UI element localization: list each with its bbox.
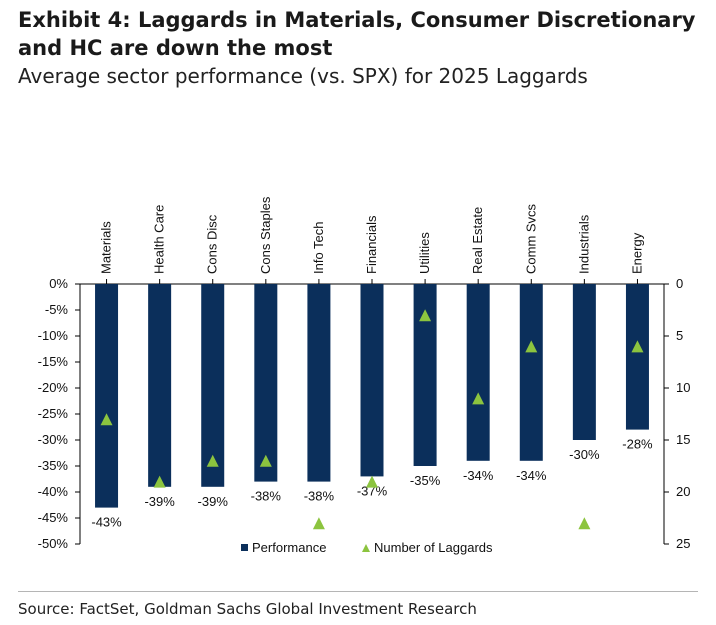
performance-bar	[254, 284, 278, 482]
performance-data-label: -35%	[410, 473, 441, 488]
category-label: Utilities	[417, 232, 432, 274]
left-axis-tick-label: -10%	[38, 328, 69, 343]
left-axis-tick-label: -50%	[38, 536, 69, 551]
laggards-marker	[312, 517, 325, 530]
performance-data-label: -34%	[516, 468, 547, 483]
category-label: Industrials	[576, 214, 591, 274]
category-label: Info Tech	[311, 221, 326, 274]
left-axis-tick-label: -15%	[38, 354, 69, 369]
legend-swatch-performance	[241, 544, 248, 551]
right-axis-tick-label: 20	[676, 484, 690, 499]
category-label: Real Estate	[470, 207, 485, 274]
footer-divider	[18, 591, 698, 592]
laggards-marker	[419, 309, 432, 322]
chart-subtitle: Average sector performance (vs. SPX) for…	[18, 64, 588, 88]
right-axis-tick-label: 0	[676, 276, 683, 291]
category-label: Cons Disc	[205, 214, 220, 274]
performance-data-label: -28%	[622, 437, 653, 452]
performance-data-label: -39%	[144, 494, 175, 509]
laggards-marker	[153, 475, 166, 488]
legend-label-performance: Performance	[252, 540, 326, 555]
performance-bar	[572, 284, 596, 440]
laggards-marker	[366, 475, 378, 488]
left-axis-tick-label: -20%	[38, 380, 69, 395]
performance-bar	[201, 284, 225, 487]
performance-data-label: -39%	[198, 494, 229, 509]
category-label: Energy	[629, 232, 644, 274]
left-axis-tick-label: -5%	[45, 302, 69, 317]
performance-data-label: -38%	[304, 489, 335, 504]
performance-data-label: -37%	[357, 483, 388, 498]
category-label: Health Care	[152, 205, 167, 274]
performance-data-label: -30%	[569, 447, 600, 462]
left-axis-tick-label: -40%	[38, 484, 69, 499]
category-label: Materials	[99, 221, 114, 274]
laggards-marker	[206, 454, 219, 467]
bar-chart: 0% -5% -10% -15% -20% -25% -30% -35% -40% -45% -50…	[38, 196, 691, 555]
performance-bar	[307, 284, 331, 482]
performance-data-label: -34%	[463, 468, 494, 483]
source-note: Source: FactSet, Goldman Sachs Global In…	[18, 600, 477, 618]
performance-bar	[466, 284, 490, 461]
left-axis-tick-label: -45%	[38, 510, 69, 525]
performance-bar	[148, 284, 172, 487]
category-label: Cons Staples	[258, 196, 273, 274]
left-axis-tick-label: 0%	[49, 276, 68, 291]
legend-label-laggards: Number of Laggards	[374, 540, 493, 555]
laggards-marker	[100, 413, 113, 426]
chart-title: Exhibit 4: Laggards in Materials, Consum…	[18, 8, 696, 60]
laggards-marker	[578, 517, 591, 530]
right-axis-tick-label: 25	[676, 536, 690, 551]
laggards-marker	[631, 340, 644, 353]
performance-bar	[95, 284, 119, 508]
performance-data-label: -43%	[91, 515, 122, 530]
category-label: Financials	[364, 215, 379, 274]
left-axis-tick-label: -25%	[38, 406, 69, 421]
right-axis-tick-label: 10	[676, 380, 690, 395]
performance-bar	[413, 284, 437, 466]
right-axis-tick-label: 5	[676, 328, 683, 343]
left-axis-tick-label: -35%	[38, 458, 69, 473]
performance-data-label: -38%	[251, 489, 282, 504]
performance-bar	[519, 284, 543, 461]
laggards-marker	[472, 392, 485, 405]
laggards-marker	[259, 454, 272, 467]
right-axis-tick-label: 15	[676, 432, 690, 447]
category-label: Comm Svcs	[523, 203, 538, 274]
legend-swatch-laggards	[362, 544, 370, 552]
left-axis-tick-label: -30%	[38, 432, 69, 447]
performance-bar	[625, 284, 649, 430]
laggards-marker	[525, 340, 538, 353]
performance-bar	[360, 284, 384, 477]
